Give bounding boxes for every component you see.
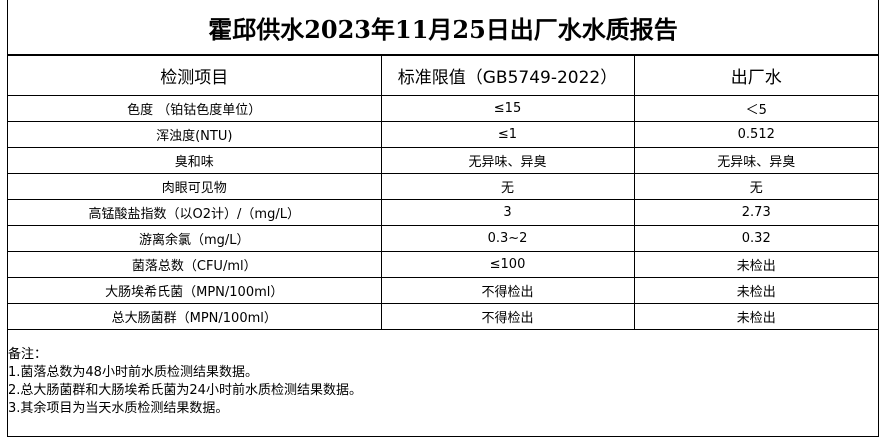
- header-standard: 标准限值（GB5749-2022）: [381, 55, 635, 96]
- outlet-value: 无异味、异臭: [634, 147, 878, 174]
- item-name: 臭和味: [8, 147, 382, 174]
- table-row: 总大肠菌群（MPN/100ml） 不得检出 未检出: [8, 303, 878, 330]
- item-name: 游离余氯（mg/L）: [8, 225, 382, 252]
- notes-heading: 备注：: [8, 347, 48, 362]
- table-row: 大肠埃希氏菌（MPN/100ml） 不得检出 未检出: [8, 277, 878, 304]
- table-row: 游离余氯（mg/L） 0.3~2 0.32: [8, 225, 878, 252]
- header-row: 检测项目 标准限值（GB5749-2022） 出厂水: [8, 55, 878, 96]
- header-outlet-water: 出厂水: [634, 55, 878, 96]
- table-row: 肉眼可见物无无: [8, 173, 878, 200]
- outlet-value: 0.512: [634, 121, 878, 148]
- outlet-value: 未检出: [634, 303, 878, 330]
- water-quality-table: 检测项目 标准限值（GB5749-2022） 出厂水 色度 （铂钴色度单位） ≤1…: [8, 55, 878, 330]
- standard-limit: 无: [381, 173, 635, 200]
- table-row: 菌落总数（CFU/ml） ≤100 未检出: [8, 251, 878, 278]
- standard-limit: ≤15: [381, 95, 635, 122]
- standard-limit: 不得检出: [381, 277, 635, 304]
- outlet-value: 未检出: [634, 251, 878, 278]
- outlet-value: 0.32: [634, 225, 878, 252]
- item-name: 总大肠菌群（MPN/100ml）: [8, 303, 382, 330]
- standard-limit: ≤1: [381, 121, 635, 148]
- item-name: 肉眼可见物: [8, 173, 382, 200]
- item-name: 高锰酸盐指数（以O2计）/（mg/L）: [8, 199, 382, 226]
- item-name: 大肠埃希氏菌（MPN/100ml）: [8, 277, 382, 304]
- table-row: 高锰酸盐指数（以O2计）/（mg/L） 3 2.73: [8, 199, 878, 226]
- standard-limit: 0.3~2: [381, 225, 635, 252]
- item-name: 菌落总数（CFU/ml）: [8, 251, 382, 278]
- outlet-value: 2.73: [634, 199, 878, 226]
- table-row: 色度 （铂钴色度单位） ≤15 ＜5: [8, 95, 878, 122]
- item-name: 色度 （铂钴色度单位）: [8, 95, 382, 122]
- outlet-value: 未检出: [634, 277, 878, 304]
- note-item: 3.其余项目为当天水质检测结果数据。: [8, 401, 229, 416]
- report-title: 霍邱供水2023年11月25日出厂水水质报告: [8, 0, 878, 55]
- outlet-value: ＜5: [634, 95, 878, 122]
- header-item: 检测项目: [8, 55, 382, 96]
- standard-limit: 无异味、异臭: [381, 147, 635, 174]
- table-row: 臭和味 无异味、异臭 无异味、异臭: [8, 147, 878, 174]
- item-name: 浑浊度(NTU): [8, 121, 382, 148]
- notes: 备注： 1.菌落总数为48小时前水质检测结果数据。 2.总大肠菌群和大肠埃希氏菌…: [8, 346, 362, 418]
- standard-limit: 不得检出: [381, 303, 635, 330]
- outlet-value: 无: [634, 173, 878, 200]
- note-item: 2.总大肠菌群和大肠埃希氏菌为24小时前水质检测结果数据。: [8, 383, 362, 398]
- table-row: 浑浊度(NTU) ≤1 0.512: [8, 121, 878, 148]
- report-sheet: 霍邱供水2023年11月25日出厂水水质报告 检测项目 标准限值（GB5749-…: [7, 0, 879, 437]
- note-item: 1.菌落总数为48小时前水质检测结果数据。: [8, 365, 258, 380]
- standard-limit: 3: [381, 199, 635, 226]
- standard-limit: ≤100: [381, 251, 635, 278]
